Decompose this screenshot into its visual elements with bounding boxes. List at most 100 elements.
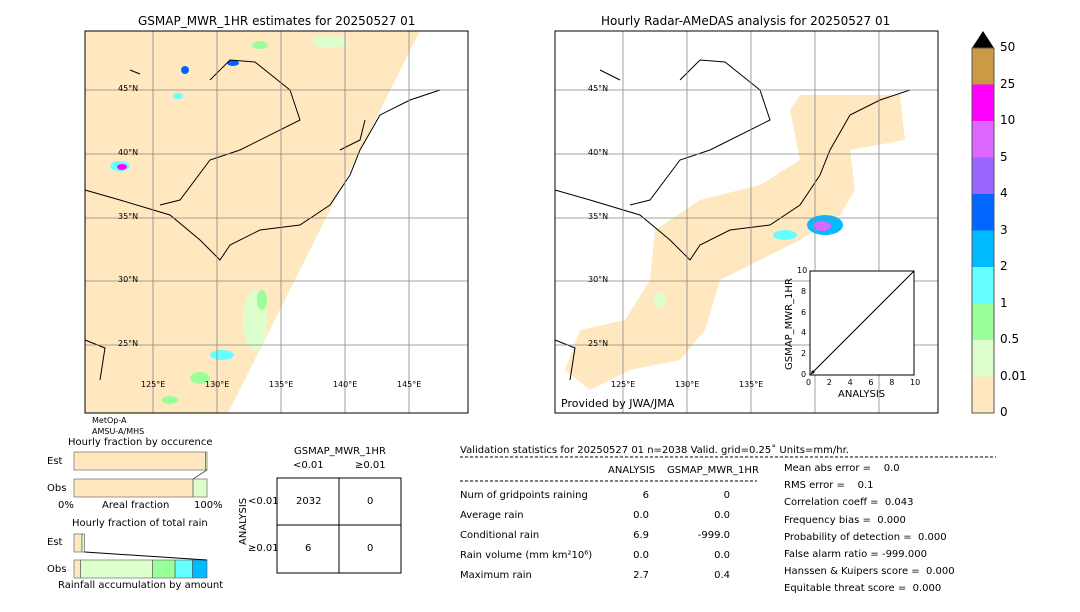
inset-xtick: 8 <box>889 378 895 387</box>
colorbar-segment <box>972 157 994 195</box>
lon-label: 140°E <box>333 380 358 389</box>
colorbar-extend-arrow <box>972 31 994 48</box>
col-header: <0.01 <box>293 460 324 471</box>
lat-label: 35°N <box>118 212 139 221</box>
colorbar-segment <box>972 121 994 158</box>
inset-ytick: 0 <box>801 370 807 379</box>
score: Correlation coeff = 0.043 <box>784 497 914 509</box>
score: Equitable threat score = 0.000 <box>784 583 942 595</box>
bar-segment <box>73 533 83 553</box>
stats-header: Validation statistics for 20250527 01 n=… <box>460 445 849 456</box>
table-title: GSMAP_MWR_1HR <box>294 446 386 457</box>
inset-xtick: 4 <box>847 378 853 387</box>
right-map-title: Hourly Radar-AMeDAS analysis for 2025052… <box>601 14 891 28</box>
bar-segment <box>152 559 176 579</box>
obs-label: Obs <box>47 483 67 494</box>
tick-0: 0% <box>58 500 74 511</box>
estimate-coverage <box>85 31 420 413</box>
bar-segment <box>73 478 194 498</box>
stats-analysis-value: 6 <box>642 490 649 501</box>
stats-gsmap-value: 0.0 <box>714 510 730 521</box>
lat-label: 30°N <box>118 275 139 284</box>
colorbar-tick: 50 <box>1000 40 1016 54</box>
lon-label: 135°E <box>269 380 294 389</box>
score: False alarm ratio = -999.000 <box>784 549 927 560</box>
stats-col-analysis: ANALYSIS <box>608 465 656 476</box>
score: Hanssen & Kuipers score = 0.000 <box>784 566 955 578</box>
lon-label: 135°E <box>739 380 764 389</box>
score: Mean abs error = 0.0 <box>784 463 900 474</box>
est-label: Est <box>47 456 63 467</box>
colorbar-segment <box>972 376 994 414</box>
inset-ytick: 6 <box>801 307 807 317</box>
one-to-one-line <box>809 270 915 376</box>
inset-ytick: 8 <box>801 286 807 296</box>
obs-label: Obs <box>47 564 67 575</box>
lat-label: 45°N <box>118 84 139 93</box>
stats-gsmap-value: 0.4 <box>714 570 730 581</box>
inset-xtick: 0 <box>806 378 812 387</box>
inset-xtick: 10 <box>910 378 921 387</box>
stats-analysis-value: 6.9 <box>633 530 649 541</box>
colorbar-tick: 0.5 <box>1000 332 1020 346</box>
inset-xtick: 6 <box>868 378 874 387</box>
stats-analysis-value: 0.0 <box>633 550 649 561</box>
colorbar-tick: 0.01 <box>1000 368 1027 383</box>
lat-label: 35°N <box>588 212 609 221</box>
lon-label: 130°E <box>675 380 700 389</box>
stats-gsmap-value: 0 <box>723 490 730 501</box>
lat-label: 25°N <box>118 339 139 348</box>
lon-label: 125°E <box>611 380 636 389</box>
lon-label: 125°E <box>141 380 166 389</box>
fraction-bars <box>73 451 208 579</box>
colorbar-tick: 3 <box>1000 222 1008 237</box>
score: RMS error = 0.1 <box>784 480 874 492</box>
credit: Provided by JWA/JMA <box>561 397 675 410</box>
colorbar-tick: 1 <box>1000 295 1008 310</box>
stats-row-label: Average rain <box>460 510 524 521</box>
colorbar-segment <box>972 84 994 122</box>
left-map-title: GSMAP_MWR_1HR estimates for 20250527 01 <box>138 14 416 28</box>
colorbar-segment <box>972 194 994 231</box>
colorbar-tick: 25 <box>1000 76 1016 91</box>
contingency-table-grid <box>276 477 402 574</box>
bar-segment <box>192 478 208 498</box>
colorbar-tick: 2 <box>1000 259 1008 273</box>
sensor-line: AMSU-A/MHS <box>92 427 145 436</box>
analysis-coverage <box>565 95 905 390</box>
colorbar-segment <box>972 303 994 341</box>
score: Probability of detection = 0.000 <box>784 531 947 543</box>
colorbar-tick: 10 <box>1000 113 1016 127</box>
stats-analysis-value: 0.0 <box>633 510 649 521</box>
colorbar-segment <box>972 48 994 85</box>
stats-gsmap-value: 0.0 <box>714 550 730 561</box>
inset-scatter <box>809 270 915 376</box>
inset-ylabel: GSMAP_MWR_1HR <box>784 278 795 370</box>
bar-segment <box>73 559 81 579</box>
stats-row-label: Maximum rain <box>460 570 532 581</box>
gridlines <box>85 31 938 413</box>
coastline <box>554 59 911 381</box>
left-map <box>84 31 468 413</box>
rain-patches <box>110 36 348 404</box>
bar-segment <box>80 559 153 579</box>
cell: 2032 <box>296 496 322 507</box>
colorbar-segment <box>972 230 994 268</box>
colorbar-segment <box>972 340 994 377</box>
colorbar-tick: 0 <box>1000 405 1008 419</box>
stats-row-label: Conditional rain <box>460 530 540 541</box>
sensor-line: MetOp-A <box>92 416 127 425</box>
stats-col-gsmap: GSMAP_MWR_1HR <box>667 465 759 476</box>
bar-segment <box>205 451 208 471</box>
inset-xlabel: ANALYSIS <box>838 389 886 400</box>
total-rain-xlabel: Rainfall accumulation by amount <box>58 580 224 591</box>
data-point <box>811 370 815 374</box>
lat-label: 40°N <box>118 148 139 157</box>
stats-gsmap-value: -999.0 <box>697 530 730 541</box>
inset-ytick: 10 <box>797 266 808 275</box>
bar-segment <box>192 559 208 579</box>
lat-label: 30°N <box>588 275 609 284</box>
lat-label: 40°N <box>588 148 609 157</box>
colorbar-segment <box>972 267 994 304</box>
